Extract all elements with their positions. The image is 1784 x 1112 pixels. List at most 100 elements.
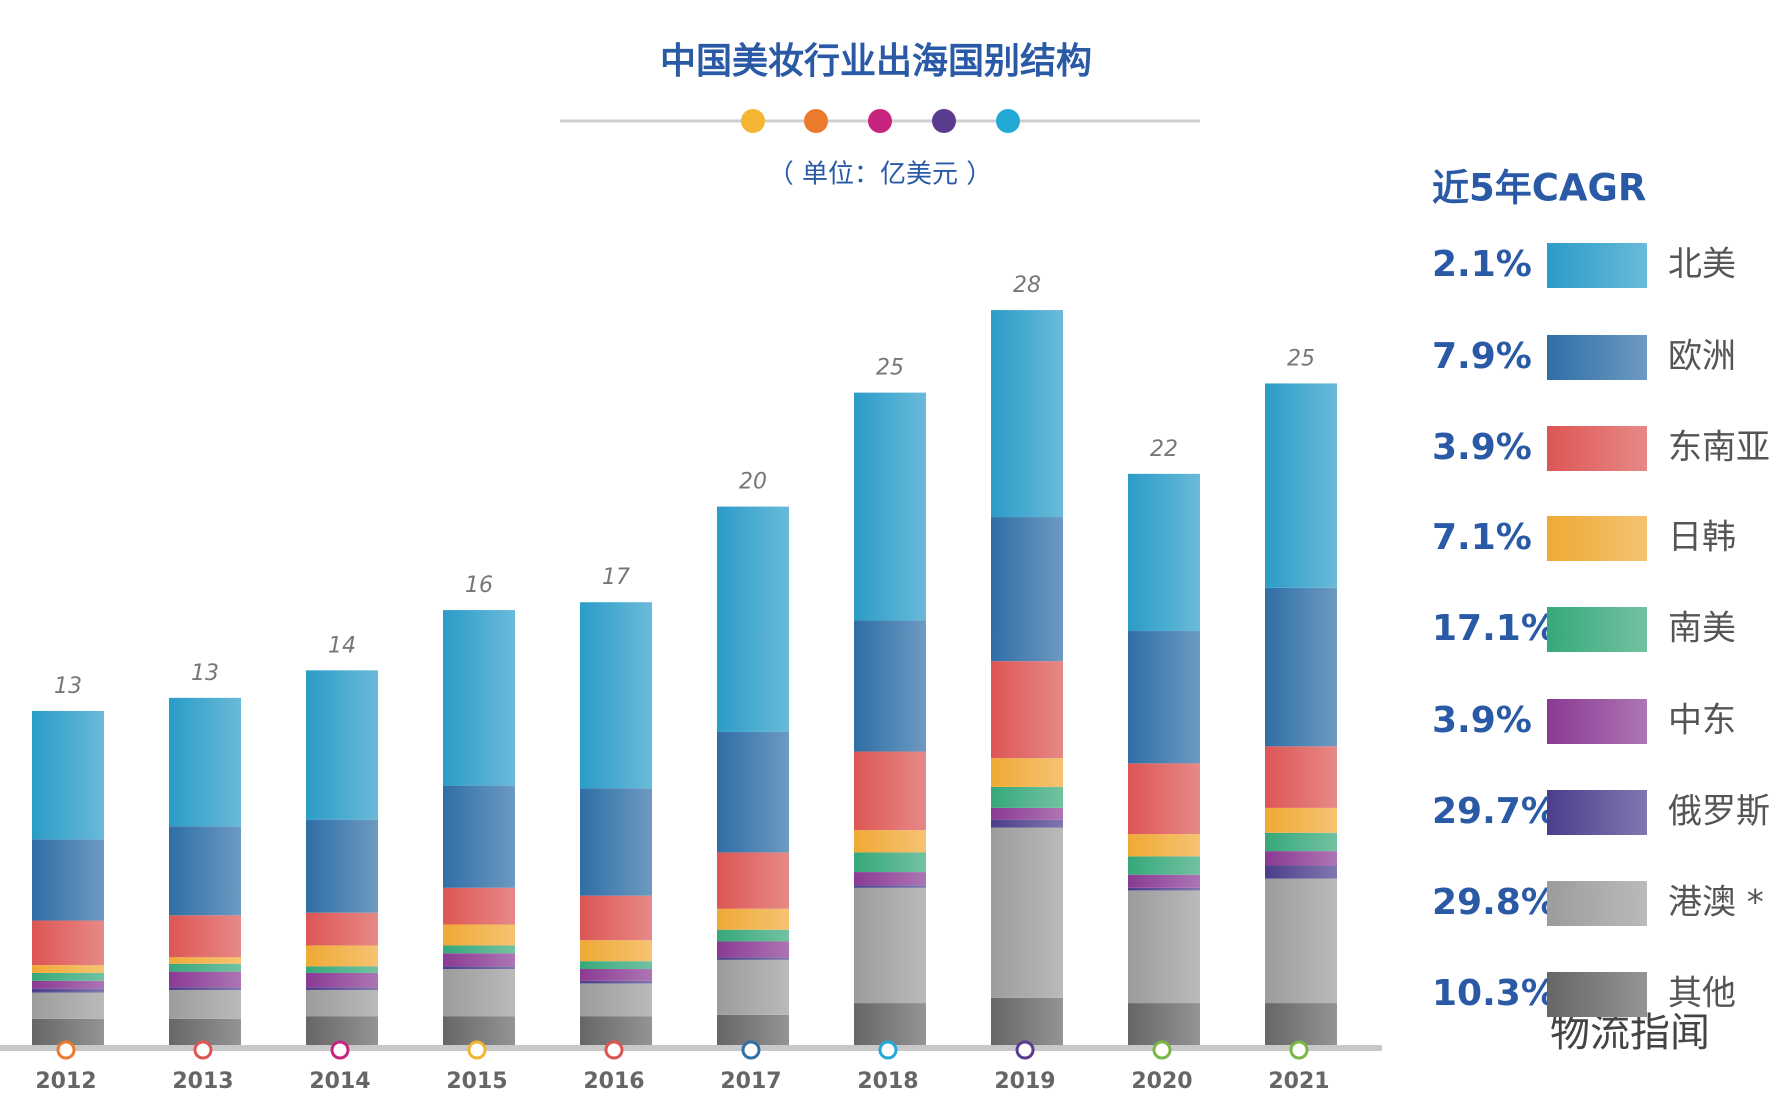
dot — [932, 109, 956, 133]
axis-marker — [193, 1040, 213, 1060]
bar-segment — [32, 710, 104, 840]
bar-segment — [717, 929, 789, 942]
bar-segment — [580, 788, 652, 896]
bar-segment — [1128, 473, 1200, 632]
bar-segment — [580, 969, 652, 981]
bar-segment — [717, 1014, 789, 1045]
x-tick-label: 2016 — [583, 1069, 644, 1094]
legend-title: 近5年CAGR — [1432, 167, 1646, 210]
bar-segment — [717, 908, 789, 930]
bar-segment — [306, 819, 378, 913]
bar-segment — [306, 912, 378, 946]
bar-segment — [1128, 631, 1200, 764]
bar-segment — [306, 966, 378, 973]
bar-segment — [717, 941, 789, 958]
bar-segment — [854, 751, 926, 831]
bar-segment — [580, 940, 652, 962]
legend-swatch — [1547, 607, 1647, 652]
watermark: 物流指闻 — [1550, 1010, 1710, 1056]
bar-segment — [991, 661, 1063, 759]
bar-segment — [306, 972, 378, 988]
legend-name: 东南亚 — [1668, 428, 1770, 468]
bar-segment — [1265, 878, 1337, 1004]
bar-segment — [443, 969, 515, 1017]
legend-name: 日韩 — [1668, 518, 1736, 558]
legend-name: 北美 — [1668, 245, 1736, 285]
axis-marker — [1152, 1040, 1172, 1060]
bar-segment — [991, 758, 1063, 787]
bar-segment — [443, 887, 515, 925]
bar-segment — [169, 826, 241, 916]
legend-cagr: 3.9% — [1432, 427, 1532, 468]
bar-segment — [169, 963, 241, 972]
legend-swatch — [1547, 881, 1647, 926]
bar-segment — [1265, 851, 1337, 866]
bar-segment — [1128, 834, 1200, 857]
legend-cagr: 17.1% — [1432, 608, 1557, 649]
legend-swatch — [1547, 790, 1647, 835]
x-tick-label: 2014 — [309, 1069, 370, 1094]
total-label: 17 — [602, 565, 630, 590]
bar-segment — [169, 987, 241, 990]
chart-title: 中国美妆行业出海国别结构 — [660, 41, 1092, 82]
bar-segment — [1265, 832, 1337, 852]
bar-segment — [1265, 1003, 1337, 1045]
bar-segment — [1265, 807, 1337, 833]
total-label: 13 — [191, 661, 219, 686]
bar-segment — [991, 807, 1063, 820]
bar-segment — [854, 852, 926, 873]
bar-segment — [717, 957, 789, 960]
bar-segment — [32, 988, 104, 993]
bar-segment — [32, 972, 104, 981]
bar-segment — [306, 670, 378, 820]
bar-segment — [443, 1016, 515, 1045]
bar-segment — [32, 839, 104, 921]
bar-segment — [169, 957, 241, 964]
bar-segment — [306, 945, 378, 967]
legend-name: 其他 — [1668, 974, 1736, 1014]
bar-segment — [443, 610, 515, 786]
bar-segment — [1128, 763, 1200, 835]
bar-segment — [443, 945, 515, 954]
axis-marker — [741, 1040, 761, 1060]
bar-segment — [580, 1016, 652, 1045]
bar-segment — [1128, 1003, 1200, 1045]
bar-segment — [306, 1016, 378, 1045]
bar-segment — [169, 697, 241, 827]
legend-name: 中东 — [1668, 701, 1736, 741]
x-tick-label: 2020 — [1131, 1069, 1192, 1094]
axis-marker — [467, 1040, 487, 1060]
dot — [741, 109, 765, 133]
bar-segment — [717, 731, 789, 853]
bar-segment — [580, 980, 652, 984]
total-label: 25 — [1287, 346, 1315, 371]
legend-cagr: 10.3% — [1432, 973, 1557, 1014]
legend-cagr: 29.7% — [1432, 791, 1557, 832]
bar-segment — [32, 1018, 104, 1045]
unit-label: （ 单位：亿美元 ） — [768, 160, 993, 190]
x-tick-label: 2015 — [446, 1069, 507, 1094]
legend-name: 俄罗斯 — [1668, 792, 1770, 832]
x-tick-label: 2012 — [35, 1069, 96, 1094]
bar-segment — [1128, 887, 1200, 891]
bar-segment — [443, 924, 515, 946]
x-tick-label: 2021 — [1268, 1069, 1329, 1094]
bar-segment — [32, 992, 104, 1019]
legend-cagr: 7.9% — [1432, 336, 1532, 377]
bar-segment — [580, 983, 652, 1017]
legend-swatch — [1547, 699, 1647, 744]
bar-segment — [443, 785, 515, 888]
bar-segment — [991, 310, 1063, 518]
legend-cagr: 29.8% — [1432, 882, 1557, 923]
bar-segment — [169, 915, 241, 958]
axis-marker — [56, 1040, 76, 1060]
bar-segment — [443, 953, 515, 967]
bar-segment — [1128, 874, 1200, 888]
bar-segment — [991, 786, 1063, 808]
bar-segment — [991, 819, 1063, 828]
bars — [32, 310, 1337, 1045]
bar-segment — [991, 517, 1063, 662]
total-label: 22 — [1150, 437, 1178, 462]
axis-marker — [878, 1040, 898, 1060]
